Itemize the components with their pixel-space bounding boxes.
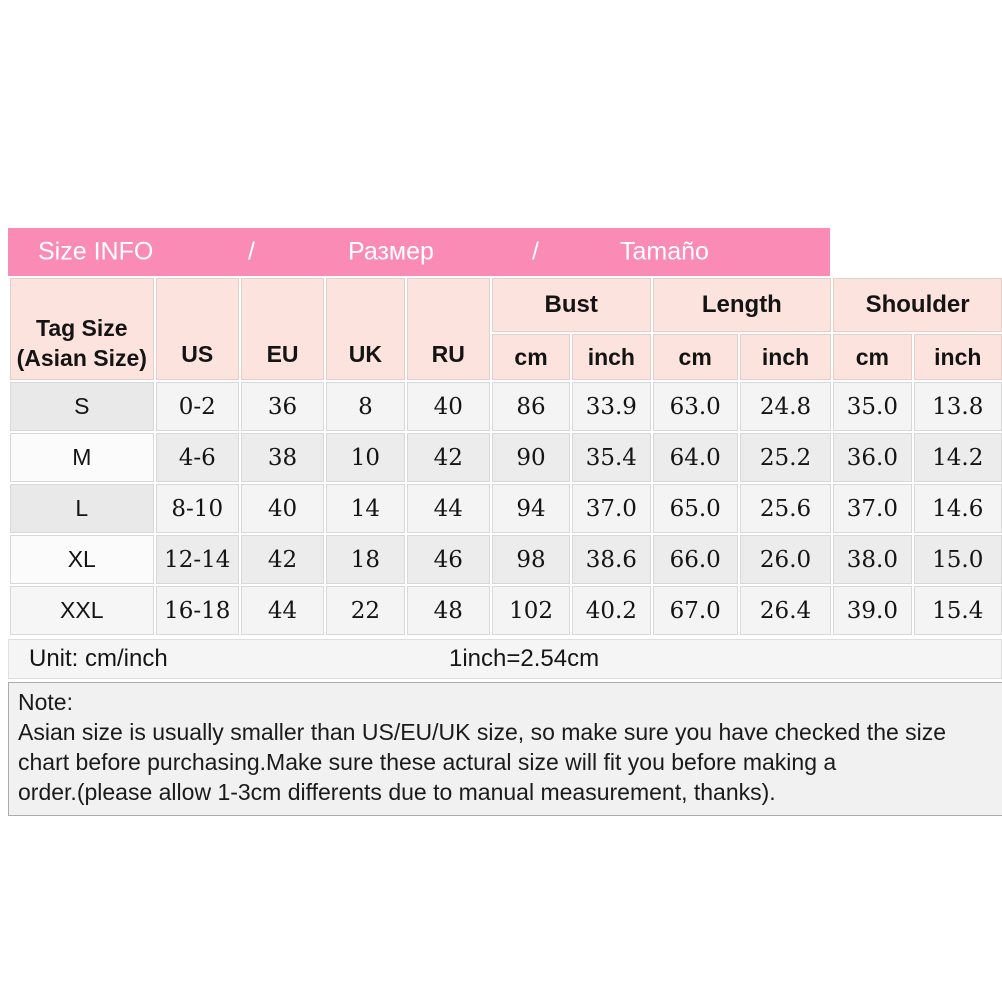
cell: 38 [240, 433, 325, 482]
size-chart-panel: Size INFO / Размер / Tamaño Tag Size (As… [8, 228, 1002, 816]
header-row-groups: Tag Size (Asian Size) US EU UK RU Bust L… [10, 278, 1002, 380]
header-shoulder-cm: cm [833, 334, 912, 380]
cell: 12-14 [155, 535, 239, 584]
size-row-xxl: XXL 16-18 44 22 48 102 40.2 67.0 26.4 39… [10, 586, 1002, 635]
cell: 37.0 [572, 484, 651, 533]
cell-tag: S [10, 382, 154, 431]
note-title: Note: [18, 689, 73, 715]
cell: 94 [491, 484, 571, 533]
cell: 0-2 [155, 382, 239, 431]
banner-title-ru: Размер [348, 237, 434, 266]
cell: 42 [240, 535, 325, 584]
unit-label: Unit: cm/inch [29, 645, 168, 672]
cell-tag: XXL [10, 586, 154, 635]
header-uk: UK [326, 278, 405, 380]
cell: 24.8 [739, 382, 832, 431]
cell: 37.0 [833, 484, 912, 533]
cell: 26.0 [739, 535, 832, 584]
cell: 26.4 [739, 586, 832, 635]
tag-size-header-line2: (Asian Size) [16, 345, 147, 371]
cell: 35.4 [572, 433, 651, 482]
cell: 39.0 [833, 586, 912, 635]
header-bust-inch: inch [572, 334, 651, 380]
cell: 63.0 [652, 382, 738, 431]
header-bust-cm: cm [491, 334, 571, 380]
cell: 33.9 [572, 382, 651, 431]
cell: 40.2 [572, 586, 651, 635]
cell: 48 [406, 586, 490, 635]
cell: 16-18 [155, 586, 239, 635]
header-shoulder-inch: inch [913, 334, 1002, 380]
cell: 18 [326, 535, 405, 584]
header-ru: RU [406, 278, 490, 380]
banner-title-en: Size INFO [38, 237, 154, 266]
cell: 36.0 [833, 433, 912, 482]
note-block: Note: Asian size is usually smaller than… [8, 682, 1002, 816]
cell: 86 [491, 382, 571, 431]
cell: 15.4 [913, 586, 1002, 635]
banner-title-es: Tamaño [620, 237, 709, 266]
cell: 64.0 [652, 433, 738, 482]
size-row-xl: XL 12-14 42 18 46 98 38.6 66.0 26.0 38.0… [10, 535, 1002, 584]
cell-tag: M [10, 433, 154, 482]
cell: 25.2 [739, 433, 832, 482]
cell: 10 [326, 433, 405, 482]
cell: 25.6 [739, 484, 832, 533]
size-row-m: M 4-6 38 10 42 90 35.4 64.0 25.2 36.0 14… [10, 433, 1002, 482]
cell-tag: L [10, 484, 154, 533]
header-shoulder: Shoulder [833, 278, 1002, 332]
header-length: Length [652, 278, 832, 332]
cell: 102 [491, 586, 571, 635]
size-chart-table: Tag Size (Asian Size) US EU UK RU Bust L… [8, 276, 1002, 637]
unit-conversion: 1inch=2.54cm [449, 645, 600, 672]
header-eu: EU [240, 278, 325, 380]
header-length-inch: inch [739, 334, 832, 380]
cell: 15.0 [913, 535, 1002, 584]
cell: 14 [326, 484, 405, 533]
cell: 14.6 [913, 484, 1002, 533]
cell: 40 [240, 484, 325, 533]
cell: 35.0 [833, 382, 912, 431]
header-length-cm: cm [652, 334, 738, 380]
tag-size-header: Tag Size (Asian Size) [10, 278, 154, 380]
size-info-banner: Size INFO / Размер / Tamaño [8, 228, 830, 276]
banner-separator: / [532, 237, 539, 266]
unit-row: Unit: cm/inch 1inch=2.54cm [8, 639, 1002, 679]
cell: 65.0 [652, 484, 738, 533]
cell: 38.6 [572, 535, 651, 584]
cell-tag: XL [10, 535, 154, 584]
cell: 40 [406, 382, 490, 431]
cell: 42 [406, 433, 490, 482]
cell: 4-6 [155, 433, 239, 482]
size-row-l: L 8-10 40 14 44 94 37.0 65.0 25.6 37.0 1… [10, 484, 1002, 533]
header-bust: Bust [491, 278, 651, 332]
cell: 8-10 [155, 484, 239, 533]
cell: 44 [406, 484, 490, 533]
cell: 46 [406, 535, 490, 584]
note-line-3: order.(please allow 1-3cm differents due… [18, 779, 776, 805]
cell: 13.8 [913, 382, 1002, 431]
cell: 22 [326, 586, 405, 635]
note-line-1: Asian size is usually smaller than US/EU… [18, 719, 947, 745]
cell: 44 [240, 586, 325, 635]
cell: 14.2 [913, 433, 1002, 482]
cell: 98 [491, 535, 571, 584]
cell: 38.0 [833, 535, 912, 584]
cell: 66.0 [652, 535, 738, 584]
cell: 90 [491, 433, 571, 482]
header-us: US [155, 278, 239, 380]
header-row-units: cm inch cm inch cm inch [10, 334, 1002, 380]
banner-separator: / [248, 237, 255, 266]
cell: 67.0 [652, 586, 738, 635]
tag-size-header-line1: Tag Size [35, 315, 128, 341]
note-line-2: chart before purchasing.Make sure these … [18, 749, 837, 775]
cell: 8 [326, 382, 405, 431]
cell: 36 [240, 382, 325, 431]
size-row-s: S 0-2 36 8 40 86 33.9 63.0 24.8 35.0 13.… [10, 382, 1002, 431]
